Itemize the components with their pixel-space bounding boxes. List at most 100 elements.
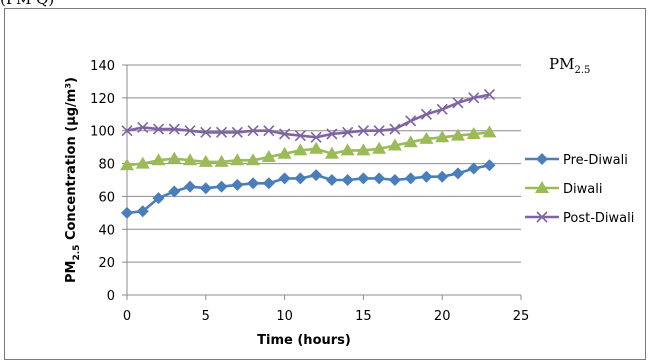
data-point-diwali (214, 154, 229, 167)
data-point-pre-diwali (199, 182, 212, 195)
data-point-diwali (482, 125, 497, 138)
data-point-pre-diwali (168, 185, 181, 198)
data-point-post-diwali (436, 103, 448, 115)
data-point-diwali (324, 146, 339, 159)
data-point-diwali (230, 153, 245, 166)
caption-fragment: (PM Q) (0, 0, 54, 8)
data-point-post-diwali (121, 125, 133, 137)
data-point-pre-diwali (294, 172, 307, 185)
data-point-pre-diwali (262, 177, 275, 190)
legend-item-diwali: Diwali (525, 181, 602, 197)
x-tick-label: 10 (276, 309, 293, 324)
data-point-post-diwali (342, 126, 354, 138)
series-pre-diwali (121, 159, 496, 219)
legend-item-post-diwali: Post-Diwali (525, 211, 634, 226)
data-point-pre-diwali (357, 172, 370, 185)
data-point-diwali (198, 154, 213, 167)
y-tick-label: 40 (98, 223, 115, 238)
data-point-diwali (403, 135, 418, 148)
data-point-pre-diwali (184, 180, 197, 193)
data-point-diwali (309, 141, 324, 154)
data-point-diwali (293, 143, 308, 156)
data-point-diwali (261, 150, 276, 162)
data-point-diwali (277, 146, 292, 159)
data-point-post-diwali (483, 89, 496, 101)
data-point-diwali (167, 151, 182, 164)
data-point-pre-diwali (373, 172, 386, 185)
x-tick-label: 25 (513, 309, 530, 324)
data-point-pre-diwali (247, 177, 260, 190)
line-chart: 0 20 40 60 80 100 120 140 0 5 10 15 20 25 Pre-Diwali… (64, 55, 634, 348)
data-point-post-diwali (357, 125, 369, 137)
data-point-post-diwali (168, 123, 180, 135)
data-point-post-diwali (200, 126, 212, 138)
data-point-diwali (135, 156, 150, 169)
data-point-pre-diwali (436, 170, 449, 183)
data-point-pre-diwali (215, 180, 228, 193)
data-point-diwali (466, 127, 481, 139)
data-point-pre-diwali (152, 192, 165, 205)
data-point-post-diwali (420, 108, 433, 120)
x-tick-label: 5 (202, 309, 210, 324)
legend-marker (535, 181, 549, 193)
series-diwali (120, 125, 497, 171)
data-point-diwali (419, 131, 434, 144)
x-tick-label: 0 (123, 309, 131, 324)
data-point-pre-diwali (388, 174, 401, 186)
series-group (120, 89, 497, 219)
data-point-post-diwali (389, 123, 401, 135)
data-point-post-diwali (279, 128, 291, 140)
data-point-post-diwali (373, 125, 385, 137)
legend-marker (536, 211, 548, 223)
series-post-diwali (121, 89, 496, 143)
data-point-post-diwali (247, 125, 259, 137)
x-tick-label: 20 (434, 309, 451, 324)
x-axis-label: Time (hours) (257, 333, 351, 348)
data-point-pre-diwali (121, 206, 133, 219)
data-point-diwali (183, 153, 198, 166)
y-tick-label: 20 (98, 256, 115, 271)
data-point-diwali (246, 153, 261, 166)
series-line-post-diwali (126, 93, 490, 139)
y-tick-labels: 0 20 40 60 80 100 120 140 (90, 59, 115, 304)
legend-marker (536, 153, 548, 165)
data-point-pre-diwali (136, 205, 149, 218)
legend-label: Post-Diwali (563, 211, 634, 226)
x-tick-label: 15 (355, 309, 372, 324)
chart-panel: 0 20 40 60 80 100 120 140 0 5 10 15 20 25 Pre-Diwali… (4, 8, 646, 360)
data-point-post-diwali (452, 97, 464, 109)
data-point-diwali (435, 130, 450, 143)
data-point-pre-diwali (420, 170, 433, 183)
data-point-post-diwali (326, 128, 338, 140)
data-point-pre-diwali (483, 159, 496, 172)
data-point-diwali (387, 138, 402, 151)
axes (122, 64, 522, 300)
legend-item-pre-diwali: Pre-Diwali (525, 153, 628, 168)
data-point-pre-diwali (404, 172, 417, 185)
chart-title: PM2.5 (549, 55, 590, 76)
legend: Pre-Diwali Diwali Post-Diwali (525, 153, 634, 226)
data-point-diwali (450, 128, 465, 141)
data-point-pre-diwali (467, 162, 480, 175)
data-point-pre-diwali (341, 174, 354, 186)
legend-label: Diwali (563, 182, 602, 197)
data-point-post-diwali (294, 130, 306, 142)
y-axis-label: PM2.5 Concentration (µg/m³) (64, 77, 82, 283)
data-point-pre-diwali (310, 169, 323, 182)
data-point-post-diwali (405, 115, 417, 127)
data-point-post-diwali (184, 125, 196, 137)
data-point-pre-diwali (325, 174, 338, 186)
legend-label: Pre-Diwali (563, 153, 628, 168)
data-point-diwali (340, 143, 355, 156)
data-point-post-diwali (215, 126, 228, 138)
data-point-pre-diwali (231, 178, 244, 191)
data-point-pre-diwali (451, 167, 464, 180)
series-line-pre-diwali (126, 163, 490, 215)
data-point-post-diwali (152, 123, 165, 135)
data-point-pre-diwali (278, 172, 291, 185)
y-tick-label: 140 (90, 59, 115, 74)
y-tick-label: 120 (90, 92, 115, 107)
x-tick-labels: 0 5 10 15 20 25 (123, 309, 529, 324)
y-tick-label: 100 (90, 125, 115, 140)
data-point-diwali (356, 143, 371, 156)
